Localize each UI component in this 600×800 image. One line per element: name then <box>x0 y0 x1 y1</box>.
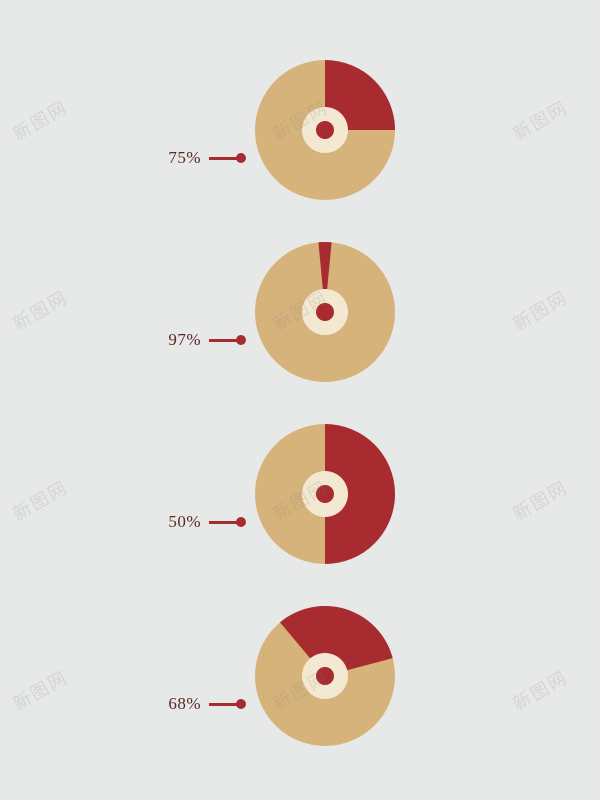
percent-label: 97% <box>168 330 209 350</box>
donut-svg <box>255 60 395 200</box>
infographic-canvas: 75%97%50%68%新图网新图网新图网新图网新图网新图网新图网新图网新图网新… <box>0 0 600 800</box>
donut-center-dot <box>316 667 334 685</box>
percent-label: 75% <box>168 148 209 168</box>
watermark-text: 新图网 <box>508 94 573 147</box>
callout-2: 97% <box>168 330 246 350</box>
watermark-text: 新图网 <box>8 284 73 337</box>
donut-center-dot <box>316 485 334 503</box>
callout-dot-icon <box>236 517 246 527</box>
percent-label: 50% <box>168 512 209 532</box>
callout-line <box>209 339 237 342</box>
donut-center-dot <box>316 303 334 321</box>
callout-dot-icon <box>236 335 246 345</box>
watermark-text: 新图网 <box>8 474 73 527</box>
callout-line <box>209 521 237 524</box>
callout-3: 50% <box>168 512 246 532</box>
callout-dot-icon <box>236 699 246 709</box>
donut-chart-4 <box>255 606 395 746</box>
watermark-text: 新图网 <box>508 664 573 717</box>
callout-1: 75% <box>168 148 246 168</box>
donut-svg <box>255 606 395 746</box>
donut-center-dot <box>316 121 334 139</box>
callout-line <box>209 157 237 160</box>
watermark-text: 新图网 <box>508 284 573 337</box>
donut-chart-1 <box>255 60 395 200</box>
donut-svg <box>255 242 395 382</box>
donut-svg <box>255 424 395 564</box>
donut-chart-3 <box>255 424 395 564</box>
watermark-text: 新图网 <box>8 664 73 717</box>
callout-line <box>209 703 237 706</box>
callout-4: 68% <box>168 694 246 714</box>
watermark-text: 新图网 <box>8 94 73 147</box>
callout-dot-icon <box>236 153 246 163</box>
percent-label: 68% <box>168 694 209 714</box>
donut-chart-2 <box>255 242 395 382</box>
watermark-text: 新图网 <box>508 474 573 527</box>
